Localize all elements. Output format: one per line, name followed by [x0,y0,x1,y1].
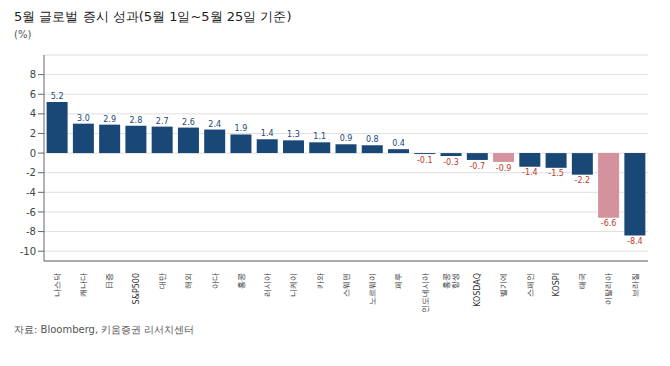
svg-text:아다: 아다 [210,273,219,289]
svg-text:대만: 대만 [158,273,167,289]
svg-text:해외: 해외 [184,273,193,289]
svg-text:2.4: 2.4 [208,120,221,129]
svg-text:스페인: 스페인 [526,273,535,297]
svg-text:0.8: 0.8 [366,135,379,144]
svg-text:S&P500: S&P500 [132,273,141,304]
svg-text:1.3: 1.3 [287,130,300,139]
svg-text:6: 6 [30,89,36,100]
svg-text:KOSPI: KOSPI [552,273,561,296]
svg-text:나스닥: 나스닥 [53,273,62,297]
svg-text:-0.9: -0.9 [496,164,512,173]
svg-text:KOSDAQ: KOSDAQ [473,273,482,307]
svg-text:-8: -8 [26,226,36,237]
svg-text:-6.6: -6.6 [601,219,617,228]
svg-text:-8.4: -8.4 [627,237,643,246]
svg-text:-2.2: -2.2 [575,176,591,185]
svg-text:-0.1: -0.1 [417,156,433,165]
svg-text:0: 0 [30,148,36,159]
svg-text:1.9: 1.9 [235,124,248,133]
html-text:자료: Bloomberg, 키움증권 리서치센터: 자료: Bloomberg, 키움증권 리서치센터 [14,324,195,335]
svg-text:벨기에: 벨기에 [499,273,508,297]
svg-text:태국: 태국 [578,273,587,289]
svg-text:1.4: 1.4 [261,129,274,138]
svg-text:日증: 日증 [105,273,114,289]
svg-text:니케이: 니케이 [289,273,298,297]
svg-text:0.4: 0.4 [392,139,405,148]
svg-text:2.6: 2.6 [182,118,195,127]
svg-text:-4: -4 [26,187,36,198]
svg-text:카와: 카와 [316,273,325,289]
svg-text:2: 2 [30,128,36,139]
svg-text:1.1: 1.1 [313,132,326,141]
svg-text:스웨덴: 스웨덴 [342,273,351,297]
svg-text:노르웨이: 노르웨이 [368,273,377,305]
svg-text:이탈리아: 이탈리아 [604,273,613,305]
svg-text:2.9: 2.9 [103,115,116,124]
svg-text:인도네시아: 인도네시아 [421,273,430,313]
svg-text:-6: -6 [26,207,36,218]
svg-text:2.7: 2.7 [156,117,169,126]
svg-text:8: 8 [30,69,36,80]
svg-text:2.8: 2.8 [130,116,143,125]
svg-text:-0.7: -0.7 [469,162,485,171]
svg-text:-1.4: -1.4 [522,168,538,177]
svg-text:페루: 페루 [394,273,403,289]
svg-text:-1.5: -1.5 [548,169,564,178]
svg-text:러시아: 러시아 [263,273,272,297]
svg-text:0.9: 0.9 [340,134,353,143]
html-text:5월 글로벌 증시 성과(5월 1일~5월 25일 기준): 5월 글로벌 증시 성과(5월 1일~5월 25일 기준) [14,9,292,24]
svg-text:-10: -10 [20,246,36,257]
svg-text:캐나다: 캐나다 [79,273,88,297]
svg-text:5.2: 5.2 [51,92,64,101]
svg-text:-2: -2 [26,167,36,178]
svg-text:4: 4 [30,108,36,119]
svg-text:홍콩: 홍콩 [237,273,246,289]
svg-text:3.0: 3.0 [77,114,90,123]
svg-text:브라질: 브라질 [631,273,640,297]
svg-text:홍콩항셍: 홍콩항셍 [442,273,460,289]
svg-text:-0.3: -0.3 [443,158,459,167]
